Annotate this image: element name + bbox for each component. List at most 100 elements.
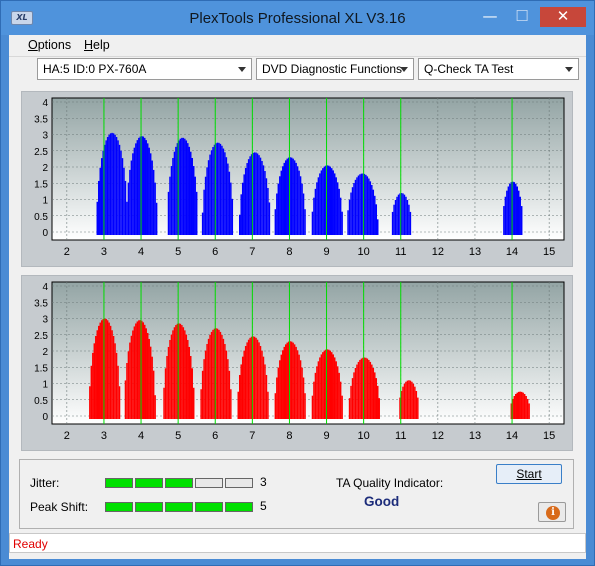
data-bar: [138, 320, 140, 419]
data-bar: [179, 323, 182, 419]
data-bar: [515, 393, 517, 419]
drive-select[interactable]: HA:5 ID:0 PX-760A: [37, 58, 252, 80]
data-bar: [112, 335, 115, 419]
data-bar: [126, 363, 128, 419]
data-bar: [240, 364, 242, 419]
chevron-down-icon: [565, 67, 573, 72]
data-bar: [403, 194, 406, 235]
data-bar: [127, 182, 130, 235]
data-bar: [243, 350, 245, 419]
data-bar: [133, 147, 136, 235]
data-bar: [210, 331, 213, 419]
start-button[interactable]: Start: [496, 464, 562, 484]
info-button[interactable]: i: [538, 502, 566, 522]
data-bar: [227, 359, 229, 419]
data-bar: [347, 210, 349, 235]
data-bar: [354, 179, 357, 235]
title-bar[interactable]: XL PlexTools Professional XL V3.16 — ☐ ✕: [1, 1, 594, 35]
data-bar: [187, 143, 189, 235]
data-bar: [320, 170, 323, 235]
data-bar: [325, 349, 327, 419]
data-bar: [412, 383, 415, 419]
data-bar: [238, 374, 241, 419]
menu-options[interactable]: Options: [28, 38, 72, 52]
maximize-button[interactable]: ☐: [515, 7, 529, 25]
test-select[interactable]: Q-Check TA Test: [418, 58, 579, 80]
data-bar: [411, 381, 413, 419]
data-bar: [96, 330, 99, 419]
data-bar: [135, 323, 137, 419]
data-bar: [184, 138, 186, 235]
data-bar: [117, 365, 119, 419]
data-bar: [519, 196, 521, 235]
data-bar: [133, 326, 136, 419]
data-bar: [366, 176, 369, 235]
data-bar: [222, 338, 225, 419]
data-bar: [224, 152, 226, 235]
data-bar: [311, 395, 314, 419]
data-bar: [280, 354, 283, 419]
x-tick-label: 9: [323, 430, 329, 442]
results-panel: Jitter: 3 Peak Shift: 5 TA Quality Indic…: [19, 459, 574, 529]
ta-quality-label: TA Quality Indicator:: [336, 476, 444, 490]
x-tick-label: 4: [138, 430, 144, 442]
toolbar-divider: [9, 56, 586, 57]
status-bar: Ready: [9, 533, 586, 553]
y-tick-label: 0.5: [34, 396, 48, 407]
data-bar: [238, 214, 241, 235]
data-bar: [167, 346, 170, 419]
data-bar: [218, 329, 220, 419]
data-bar: [348, 199, 351, 235]
meter-segment: [165, 478, 193, 488]
data-bar: [393, 204, 395, 235]
data-bar: [206, 343, 208, 419]
data-bar: [405, 196, 407, 235]
data-bar: [357, 175, 360, 235]
data-bar: [323, 350, 326, 419]
data-bar: [282, 166, 284, 235]
data-bar: [95, 335, 97, 419]
data-bar: [313, 381, 315, 419]
data-bar: [256, 153, 259, 235]
data-bar: [523, 393, 526, 419]
data-bar: [98, 180, 100, 235]
function-select[interactable]: DVD Diagnostic Functions: [256, 58, 414, 80]
data-bar: [510, 182, 513, 235]
data-bar: [117, 140, 119, 235]
data-bar: [366, 358, 369, 419]
data-bar: [317, 361, 320, 419]
data-bar: [99, 322, 101, 419]
x-tick-label: 6: [212, 246, 218, 258]
x-tick-label: 15: [543, 246, 555, 258]
data-bar: [176, 323, 179, 419]
minimize-button[interactable]: —: [482, 7, 498, 25]
data-bar: [99, 167, 101, 235]
data-bar: [314, 188, 317, 235]
meter-segment: [225, 478, 253, 488]
data-bar: [185, 334, 188, 419]
data-bar: [130, 160, 133, 235]
data-bar: [402, 386, 404, 419]
data-bar: [520, 206, 523, 235]
data-bar: [374, 372, 376, 419]
data-bar: [192, 166, 195, 235]
data-bar: [190, 356, 192, 419]
data-bar: [372, 189, 375, 235]
data-bar: [192, 387, 195, 419]
data-bar: [184, 330, 186, 419]
data-bar: [256, 339, 259, 419]
data-bar: [323, 166, 326, 235]
data-bar: [135, 143, 137, 235]
data-bar: [204, 176, 207, 235]
data-bar: [319, 357, 321, 419]
jitter-value: 3: [260, 475, 267, 489]
close-button[interactable]: ✕: [540, 7, 586, 27]
data-bar: [145, 328, 147, 419]
menu-help[interactable]: Help: [84, 38, 110, 52]
meter-segment: [225, 502, 253, 512]
data-bar: [287, 341, 290, 419]
data-bar: [146, 332, 149, 419]
data-bar: [328, 349, 330, 419]
data-bar: [304, 393, 306, 419]
data-bar: [513, 182, 516, 235]
